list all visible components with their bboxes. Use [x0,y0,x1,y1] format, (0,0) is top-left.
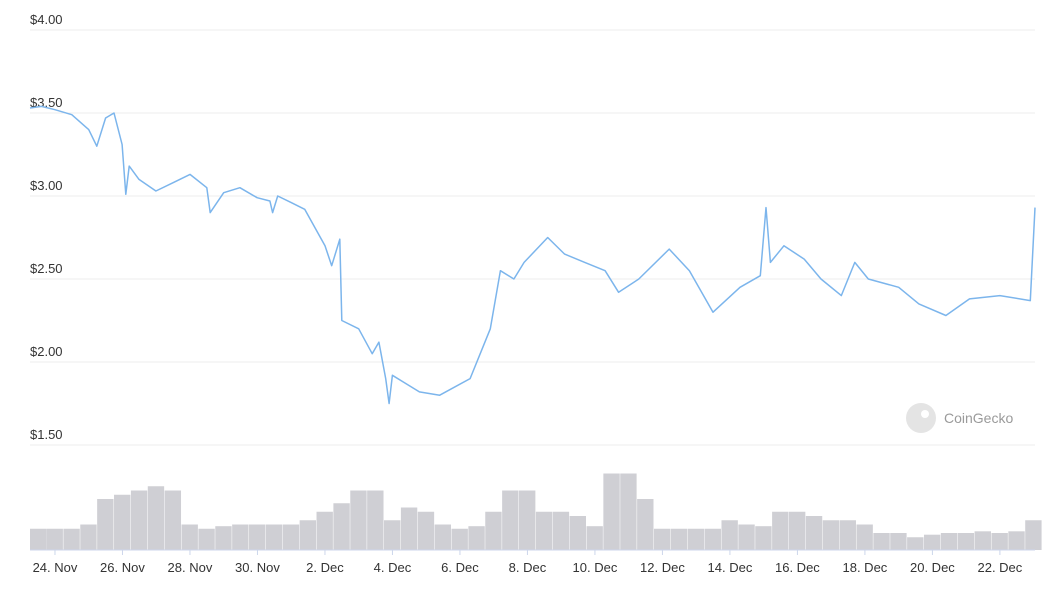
volume-bar [586,526,603,550]
watermark: CoinGecko [906,403,1013,433]
volume-bar [519,490,536,550]
x-tick-label: 30. Nov [235,560,280,575]
x-tick-label: 6. Dec [441,560,479,575]
volume-bar [704,528,721,550]
volume-bar [535,511,553,550]
x-tick-label: 16. Dec [775,560,820,575]
volume-bar [265,524,283,550]
volume-bar [147,486,165,550]
x-tick-label: 24. Nov [33,560,78,575]
x-tick-label: 28. Nov [168,560,213,575]
volume-bar [974,531,991,550]
volume-bar [670,528,688,550]
volume-bar [80,524,97,550]
volume-bar [97,499,114,550]
watermark-logo [906,403,936,433]
volume-bar [653,528,671,550]
volume-bar [805,516,823,550]
volume-bar [282,524,300,550]
volume-bar [856,524,873,550]
volume-bar [417,511,435,550]
volume-bar [181,524,198,550]
y-tick-label: $3.00 [30,178,63,193]
volume-bar [249,524,266,550]
volume-bar [400,507,418,550]
volume-bar [63,528,80,550]
x-tick-label: 4. Dec [374,560,412,575]
volume-bar [367,490,384,550]
volume-bar [940,533,958,550]
volume-bar [788,511,806,550]
volume-bar [130,490,148,550]
volume-bar [316,511,333,550]
volume-bar [46,528,63,550]
volume-bar [637,499,654,550]
x-tick-label: 8. Dec [509,560,547,575]
y-tick-label: $2.50 [30,261,63,276]
x-tick-label: 20. Dec [910,560,955,575]
volume-bar [333,503,350,550]
volume-bar [502,490,519,550]
volume-bar [923,534,941,550]
watermark-logo-eye [921,410,929,418]
volume-bar [603,473,620,550]
x-tick-label: 18. Dec [843,560,888,575]
x-tick-label: 22. Dec [977,560,1022,575]
volume-bar [468,526,485,550]
y-tick-label: $1.50 [30,427,63,442]
volume-bar [552,511,570,550]
volume-bar [30,528,47,550]
x-tick-label: 14. Dec [708,560,753,575]
volume-bar [164,490,182,550]
volume-bar [434,524,452,550]
watermark-text: CoinGecko [944,410,1013,426]
x-tick-label: 2. Dec [306,560,344,575]
volume-bar [839,520,856,550]
volume-bar [991,533,1008,550]
volume-bar [1025,520,1042,550]
volume-bar [755,526,772,550]
volume-bar [384,520,401,550]
volume-bar [620,473,637,550]
volume-bar [451,528,468,550]
volume-bar [738,524,755,550]
volume-bar [569,516,586,550]
volume-bar [232,524,249,550]
volume-bar [957,533,975,550]
volume-bar [687,528,705,550]
volume-bar [890,533,907,550]
volume-bar [299,520,317,550]
y-tick-label: $4.00 [30,12,63,27]
volume-bar [198,528,215,550]
volume-bar [721,520,738,550]
x-tick-label: 12. Dec [640,560,685,575]
volume-bar [114,494,131,550]
x-tick-label: 26. Nov [100,560,145,575]
volume-bar [822,520,840,550]
volume-bar [907,537,924,550]
volume-bar [1008,531,1025,550]
volume-bar [772,511,789,550]
x-tick-label: 10. Dec [573,560,618,575]
volume-bar [215,526,232,550]
volume-bar [485,511,502,550]
price-line [29,105,1036,405]
y-tick-label: $2.00 [30,344,63,359]
volume-bar [873,533,890,550]
volume-bar [350,490,367,550]
